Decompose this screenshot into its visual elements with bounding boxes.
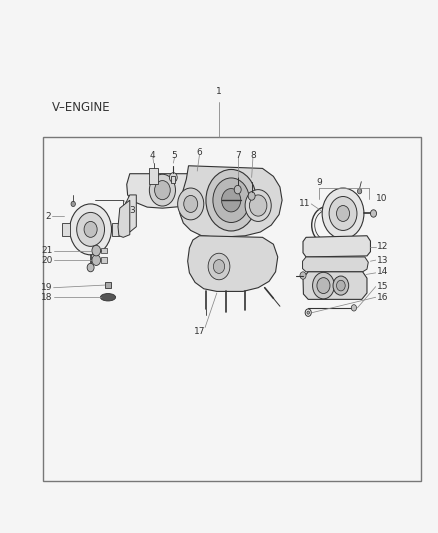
Polygon shape [187, 236, 278, 292]
Text: 2: 2 [46, 212, 51, 221]
Circle shape [317, 278, 330, 294]
Text: 16: 16 [377, 293, 388, 302]
Circle shape [213, 260, 225, 273]
Circle shape [71, 201, 75, 207]
Text: 14: 14 [377, 268, 388, 276]
Circle shape [178, 188, 204, 220]
Polygon shape [122, 195, 136, 232]
Text: 7: 7 [235, 151, 240, 160]
Circle shape [351, 305, 357, 311]
Circle shape [84, 221, 97, 237]
Bar [171, 176, 176, 183]
Text: 17: 17 [194, 327, 205, 336]
Text: 4: 4 [150, 151, 155, 160]
Text: 5: 5 [172, 151, 177, 160]
Circle shape [170, 173, 177, 182]
Text: 10: 10 [376, 194, 387, 203]
Polygon shape [303, 257, 368, 272]
Ellipse shape [100, 294, 116, 301]
Circle shape [336, 206, 350, 221]
Text: 11: 11 [299, 199, 311, 208]
Text: 9: 9 [316, 178, 322, 187]
Text: 1: 1 [216, 87, 222, 96]
Circle shape [92, 255, 101, 265]
Circle shape [77, 213, 105, 246]
Circle shape [300, 272, 306, 279]
Bar [149, 168, 158, 184]
Text: 15: 15 [377, 282, 388, 291]
Circle shape [206, 169, 256, 231]
Bar [101, 248, 107, 253]
Bar [101, 257, 107, 263]
Polygon shape [112, 223, 119, 236]
Circle shape [222, 189, 241, 212]
Polygon shape [180, 166, 282, 237]
Circle shape [245, 190, 271, 221]
Polygon shape [303, 236, 371, 257]
Circle shape [208, 253, 230, 280]
Text: 8: 8 [250, 151, 256, 160]
Text: V–ENGINE: V–ENGINE [51, 101, 110, 114]
Polygon shape [127, 174, 199, 208]
Circle shape [307, 311, 310, 314]
Text: 13: 13 [377, 256, 388, 265]
Text: 20: 20 [41, 256, 53, 265]
Text: 19: 19 [41, 283, 53, 292]
Circle shape [248, 192, 255, 200]
Circle shape [213, 178, 250, 222]
Text: 12: 12 [377, 243, 388, 252]
Circle shape [70, 204, 112, 255]
Circle shape [371, 210, 377, 217]
Circle shape [322, 188, 364, 239]
Text: 6: 6 [197, 148, 202, 157]
Circle shape [149, 174, 176, 206]
Polygon shape [62, 223, 70, 236]
Circle shape [87, 263, 94, 272]
Circle shape [333, 276, 349, 295]
Polygon shape [118, 200, 130, 237]
Polygon shape [303, 272, 367, 300]
Circle shape [250, 195, 267, 216]
Bar [43, 136, 421, 481]
Circle shape [234, 185, 241, 194]
Circle shape [184, 196, 198, 213]
Text: 18: 18 [41, 293, 53, 302]
Bar [105, 282, 111, 288]
Circle shape [336, 280, 345, 291]
Text: 21: 21 [41, 246, 53, 255]
Circle shape [329, 197, 357, 230]
Circle shape [92, 245, 101, 256]
Text: 3: 3 [130, 206, 135, 215]
Circle shape [357, 189, 362, 194]
Circle shape [155, 181, 170, 200]
Circle shape [313, 272, 334, 299]
